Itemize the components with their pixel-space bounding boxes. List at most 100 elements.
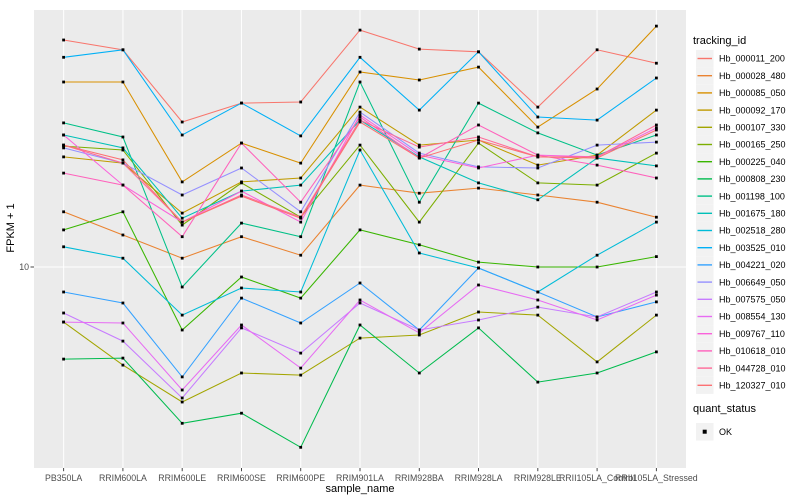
data-point [299, 210, 303, 214]
legend-item-Hb_006649_050: Hb_006649_050 [696, 273, 786, 291]
data-point [536, 155, 540, 159]
data-point [477, 65, 480, 69]
data-point [180, 388, 184, 392]
data-point [299, 134, 303, 138]
x-tick-label: RRIM928LA [455, 473, 503, 483]
data-point [358, 80, 362, 84]
legend-item-label: Hb_120327_010 [719, 381, 786, 391]
data-point [62, 171, 65, 175]
data-point [299, 176, 303, 180]
data-point [417, 371, 421, 375]
data-point [121, 356, 125, 360]
data-point [417, 47, 421, 51]
data-point [299, 366, 303, 370]
data-point [240, 166, 243, 170]
data-point [299, 445, 303, 449]
data-point [477, 310, 480, 314]
data-point [180, 120, 184, 124]
data-point [358, 148, 362, 152]
data-point [358, 120, 362, 124]
data-point [417, 78, 421, 82]
data-point [358, 183, 362, 187]
ok-square-marker-icon [702, 429, 707, 434]
data-point [595, 315, 599, 319]
data-point [655, 123, 658, 127]
data-point [536, 153, 540, 157]
data-point [240, 296, 243, 300]
data-point [536, 181, 540, 185]
data-point [477, 138, 480, 142]
x-tick-label: RRIM600PE [276, 473, 325, 483]
data-point [358, 115, 362, 119]
data-point [240, 221, 243, 225]
data-point [595, 163, 599, 167]
data-point [655, 220, 658, 224]
data-point [595, 265, 599, 269]
legend-item-label: Hb_010618_010 [719, 346, 786, 356]
data-point [536, 313, 540, 317]
data-point [62, 55, 65, 59]
data-point [595, 253, 599, 257]
data-point [240, 101, 243, 105]
data-point [358, 113, 362, 117]
data-point [477, 135, 480, 139]
data-point [536, 305, 540, 309]
data-point [477, 326, 480, 330]
data-point [417, 108, 421, 112]
legend-item-label: Hb_001198_100 [719, 191, 785, 201]
data-point [62, 80, 65, 84]
data-point [536, 290, 540, 294]
data-point [536, 163, 540, 167]
data-point [655, 126, 658, 130]
data-point [240, 194, 243, 198]
data-point [358, 336, 362, 340]
data-point [358, 118, 362, 122]
legend-item-label: Hb_006649_050 [719, 277, 786, 287]
legend-item-label: Hb_000808_230 [719, 174, 786, 184]
data-point [121, 321, 125, 325]
data-point [477, 186, 480, 190]
data-point [121, 183, 125, 187]
data-point [655, 176, 658, 180]
data-point [358, 281, 362, 285]
data-point [477, 181, 480, 185]
data-point [358, 228, 362, 232]
data-point [121, 256, 125, 260]
data-point [358, 105, 362, 109]
data-point [121, 158, 125, 162]
legend-item-label: Hb_000165_250 [719, 140, 786, 150]
x-tick-label: RRIM600LA [99, 473, 147, 483]
data-point [655, 76, 658, 80]
data-point [358, 70, 362, 74]
legend-item-label: Hb_007575_050 [719, 295, 786, 305]
data-point [655, 215, 658, 219]
x-tick-label: RRIM901LA [336, 473, 384, 483]
data-points [62, 24, 658, 449]
legend-item-Hb_000165_250: Hb_000165_250 [696, 135, 786, 154]
data-point [536, 166, 540, 170]
data-point [121, 363, 125, 367]
data-point [299, 100, 303, 104]
data-point [180, 313, 184, 317]
data-point [62, 146, 65, 150]
legend: tracking_id Hb_000011_200Hb_000028_480Hb… [693, 35, 786, 441]
data-point [299, 373, 303, 377]
legend-item-label: Hb_004221_020 [719, 260, 786, 270]
data-point [595, 118, 599, 122]
data-point [240, 235, 243, 239]
data-point [62, 121, 65, 125]
data-point [595, 87, 599, 91]
data-point [477, 283, 480, 287]
legend-item-Hb_008554_130: Hb_008554_130 [696, 307, 786, 326]
data-point [417, 333, 421, 337]
data-point [536, 131, 540, 135]
data-point [240, 189, 243, 193]
data-point [299, 296, 303, 300]
data-point [536, 380, 540, 384]
data-point [180, 285, 184, 289]
data-point [655, 300, 658, 304]
data-point [180, 193, 184, 197]
data-point [358, 55, 362, 59]
x-tick-label: RRIM600SE [217, 473, 266, 483]
data-point [536, 193, 540, 197]
